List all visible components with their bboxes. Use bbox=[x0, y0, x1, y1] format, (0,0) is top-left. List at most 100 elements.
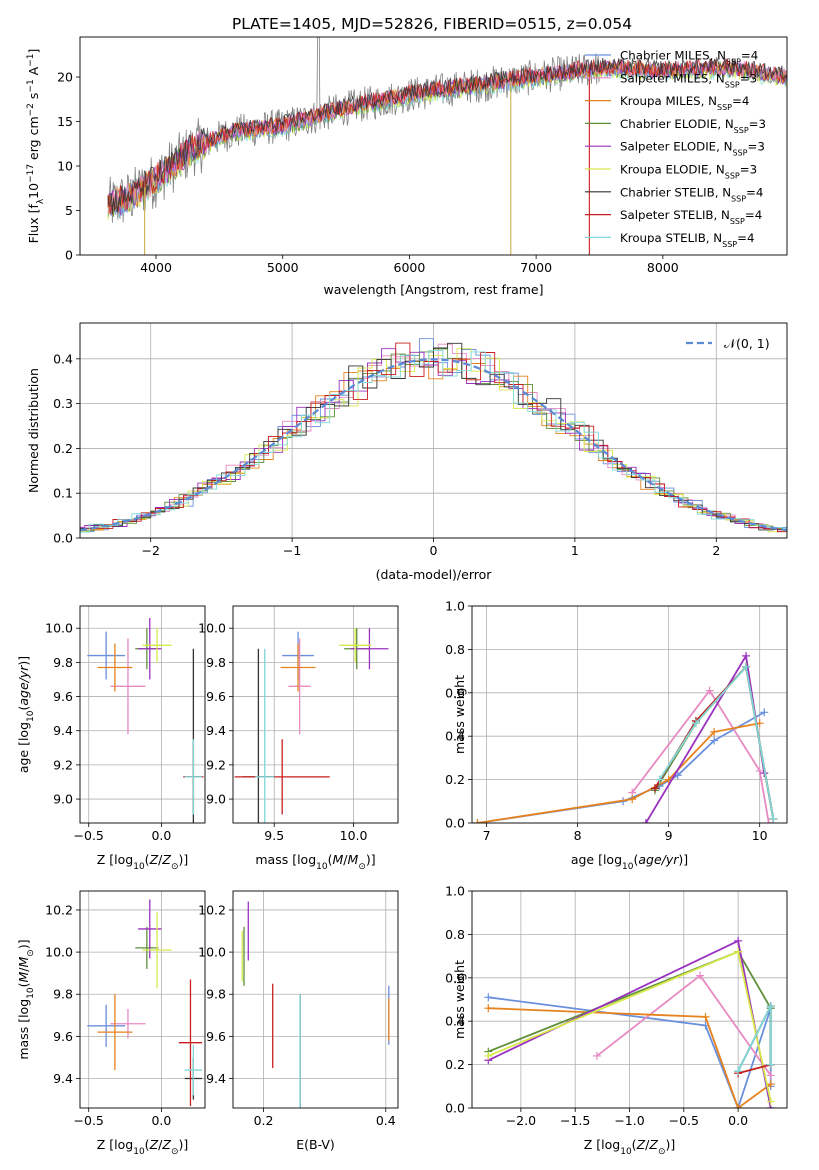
x-tick-label: 10 bbox=[752, 828, 768, 843]
legend-entry: Kroupa STELIB, NSSP=4 bbox=[620, 231, 754, 249]
weight-point-marker bbox=[766, 1097, 775, 1106]
x-axis-label: Z [log10(Z/Z⊙)] bbox=[584, 1137, 676, 1157]
y-tick-label: 0.0 bbox=[445, 1101, 465, 1116]
y-tick-label: 9.8 bbox=[206, 655, 226, 670]
y-tick-label: 9.8 bbox=[53, 987, 73, 1002]
y-tick-label: 0.2 bbox=[445, 772, 465, 787]
y-tick-label: 9.6 bbox=[53, 1029, 73, 1044]
y-tick-label: 10.2 bbox=[198, 902, 226, 917]
spectrum-lines bbox=[107, 37, 787, 255]
x-tick-label: −2 bbox=[141, 543, 159, 558]
axes-frame bbox=[232, 605, 399, 824]
axes-frame bbox=[79, 890, 206, 1109]
x-tick-label: 0.2 bbox=[254, 1113, 274, 1128]
y-tick-label: 0.4 bbox=[53, 351, 73, 366]
y-axis-label: Flux [fλ10−17 erg cm−2 s−1 A−1] bbox=[26, 49, 46, 244]
legend-entry: Kroupa MILES, NSSP=4 bbox=[620, 94, 749, 112]
errorbar-marks bbox=[234, 628, 389, 823]
x-tick-label: 9 bbox=[665, 828, 673, 843]
x-axis-label: Z [log10(Z/Z⊙)] bbox=[97, 852, 189, 872]
y-tick-label: 0.4 bbox=[445, 729, 465, 744]
y-tick-label: 0.0 bbox=[53, 531, 73, 546]
histogram-lines bbox=[80, 338, 787, 534]
y-tick-label: 0.1 bbox=[53, 486, 73, 501]
weight-point-marker bbox=[655, 775, 664, 784]
y-tick-label: 1.0 bbox=[445, 599, 465, 614]
y-tick-label: 9.6 bbox=[206, 1029, 226, 1044]
x-axis-label: Z [log10(Z/Z⊙)] bbox=[97, 1137, 189, 1157]
y-tick-label: 0.3 bbox=[53, 396, 73, 411]
weight-point-marker bbox=[484, 1051, 493, 1060]
y-tick-label: 9.8 bbox=[206, 987, 226, 1002]
x-tick-label: −0.5 bbox=[74, 1113, 104, 1128]
weight-point-marker bbox=[766, 1002, 775, 1011]
x-axis-label: age [log10(age/yr)] bbox=[571, 852, 688, 872]
legend-entry: Salpeter ELODIE, NSSP=3 bbox=[620, 140, 765, 158]
panel-weight_vs_age: 7 8 9 10 0.0 0.2 0.4 0.6 0.8 1.0 mass weight age [l… bbox=[445, 599, 788, 872]
y-axis-label: mass weight bbox=[452, 960, 467, 1039]
y-tick-label: 9.6 bbox=[53, 689, 73, 704]
y-tick-label: 1.0 bbox=[445, 884, 465, 899]
legend-entry: Salpeter STELIB, NSSP=4 bbox=[620, 208, 762, 226]
histogram-step-line bbox=[80, 342, 787, 533]
x-tick-label: 7 bbox=[483, 828, 491, 843]
y-tick-label: 20 bbox=[57, 70, 73, 85]
errorbar-marks bbox=[241, 901, 390, 1108]
y-tick-label: 9.0 bbox=[53, 792, 73, 807]
axes-frame bbox=[232, 890, 399, 1109]
y-tick-label: 0.0 bbox=[445, 816, 465, 831]
y-axis-label: age [log10(age/yr)] bbox=[16, 656, 36, 773]
axes-frame bbox=[471, 890, 788, 1109]
y-tick-label: 9.2 bbox=[53, 757, 73, 772]
y-tick-label: 9.4 bbox=[53, 723, 73, 738]
x-tick-label: 0.0 bbox=[151, 1113, 171, 1128]
weight-lines bbox=[473, 651, 778, 823]
y-tick-label: 9.4 bbox=[206, 1071, 226, 1086]
weight-point-marker bbox=[484, 993, 493, 1002]
axes-frame bbox=[79, 605, 206, 824]
weight-point-marker bbox=[766, 1080, 775, 1089]
y-tick-label: 0 bbox=[65, 248, 73, 263]
weight-point-marker bbox=[734, 1104, 743, 1108]
y-tick-label: 0.4 bbox=[445, 1014, 465, 1029]
weight-point-marker bbox=[592, 1051, 601, 1060]
x-axis-label: E(B-V) bbox=[296, 1137, 335, 1152]
weight-point-marker bbox=[484, 1004, 493, 1013]
y-tick-label: 0.8 bbox=[445, 642, 465, 657]
legend-entry: Chabrier MILES, NSSP=4 bbox=[620, 49, 758, 67]
histogram-step-line bbox=[80, 349, 787, 533]
spectrum-data-line bbox=[107, 37, 787, 223]
x-tick-label: 10.0 bbox=[340, 828, 368, 843]
y-tick-label: 5 bbox=[65, 203, 73, 218]
x-tick-label: 6000 bbox=[394, 260, 426, 275]
x-tick-label: −1.0 bbox=[614, 1113, 644, 1128]
x-tick-label: −1.5 bbox=[560, 1113, 590, 1128]
y-tick-label: 0.2 bbox=[445, 1057, 465, 1072]
x-axis-label: wavelength [Angstrom, rest frame] bbox=[323, 282, 543, 297]
weight-point-marker bbox=[628, 795, 637, 804]
x-tick-label: −2.0 bbox=[506, 1113, 536, 1128]
weight-point-marker bbox=[760, 708, 769, 717]
y-axis-label: mass weight bbox=[452, 675, 467, 754]
y-tick-label: 9.2 bbox=[206, 757, 226, 772]
weight-point-marker bbox=[764, 819, 773, 823]
y-tick-label: 9.4 bbox=[53, 1071, 73, 1086]
weight-point-marker bbox=[734, 1067, 743, 1076]
y-tick-label: 10.0 bbox=[45, 621, 73, 636]
x-tick-label: 8 bbox=[574, 828, 582, 843]
x-tick-label: 0.4 bbox=[376, 1113, 396, 1128]
weight-point-marker bbox=[705, 686, 714, 695]
x-axis-label: mass [log10(M/M⊙)] bbox=[255, 852, 375, 872]
weight-point-marker bbox=[742, 662, 751, 671]
weight-point-marker bbox=[766, 1071, 775, 1080]
weight-series-line bbox=[488, 1007, 772, 1108]
x-tick-label: 2 bbox=[712, 543, 720, 558]
y-tick-label: 10.2 bbox=[45, 902, 73, 917]
legend-entry: Kroupa ELODIE, NSSP=3 bbox=[620, 163, 757, 181]
weight-point-marker bbox=[473, 819, 482, 823]
figure-title: PLATE=1405, MJD=52826, FIBERID=0515, z=0… bbox=[232, 15, 632, 33]
y-tick-label: 10 bbox=[57, 159, 73, 174]
y-axis-label: Normed distribution bbox=[26, 368, 41, 493]
weight-point-marker bbox=[769, 814, 778, 823]
weight-series-line bbox=[658, 664, 775, 819]
